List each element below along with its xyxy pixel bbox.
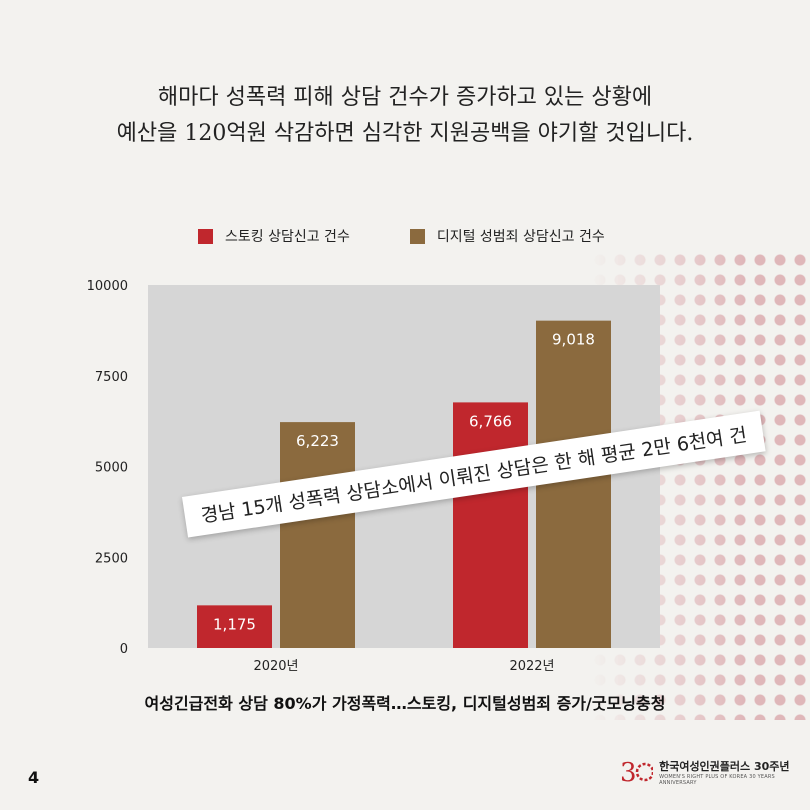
y-tick-label: 0	[120, 642, 128, 657]
source-caption: 여성긴급전화 상담 80%가 가정폭력…스토킹, 디지털성범죄 증가/굿모닝충청	[144, 694, 666, 713]
legend-item-stalking: 스토킹 상담신고 건수	[198, 226, 350, 246]
anniversary-logo: 3 한국여성인권플러스 30주년 WOMEN'S RIGHT PLUS OF K…	[620, 757, 810, 787]
logo-title: 한국여성인권플러스 30주년	[659, 760, 790, 773]
data-label: 6,223	[296, 432, 339, 450]
data-label: 9,018	[552, 331, 595, 349]
data-label: 6,766	[469, 412, 512, 430]
legend-swatch-stalking	[198, 228, 213, 244]
anniversary-emblem-icon: 3	[620, 758, 654, 787]
legend-label-digital: 디지털 성범죄 상담신고 건수	[436, 229, 605, 245]
bar-series1-1	[197, 605, 272, 648]
y-tick-label: 7500	[95, 370, 128, 385]
x-tick-label: 2022년	[509, 659, 554, 674]
chart-legend: 스토킹 상담신고 건수 디지털 성범죄 상담신고 건수	[198, 226, 605, 246]
legend-swatch-digital	[409, 228, 425, 244]
y-tick-label: 5000	[95, 461, 128, 476]
data-label: 1,175	[213, 615, 256, 633]
svg-text:3: 3	[620, 758, 637, 787]
page-number: 4	[28, 768, 40, 787]
y-tick-label: 10000	[87, 279, 128, 294]
legend-item-digital: 디지털 성범죄 상담신고 건수	[409, 226, 605, 246]
headline-line-1: 해마다 성폭력 피해 상담 건수가 증가하고 있는 상황에	[157, 85, 653, 110]
bar-series1-2	[453, 402, 528, 648]
headline-line-2: 예산을 120억원 삭감하면 심각한 지원공백을 야기할 것입니다.	[116, 121, 694, 146]
logo-subtitle: WOMEN'S RIGHT PLUS OF KOREA 30 YEARS ANN…	[659, 774, 775, 786]
legend-label-stalking: 스토킹 상담신고 건수	[225, 229, 350, 245]
bar-series2-1	[280, 422, 355, 648]
x-tick-label: 2020년	[253, 659, 298, 674]
headline: 해마다 성폭력 피해 상담 건수가 증가하고 있는 상황에 예산을 120억원 …	[0, 80, 810, 152]
bar-series2-2	[536, 320, 611, 648]
y-tick-label: 2500	[95, 551, 128, 566]
